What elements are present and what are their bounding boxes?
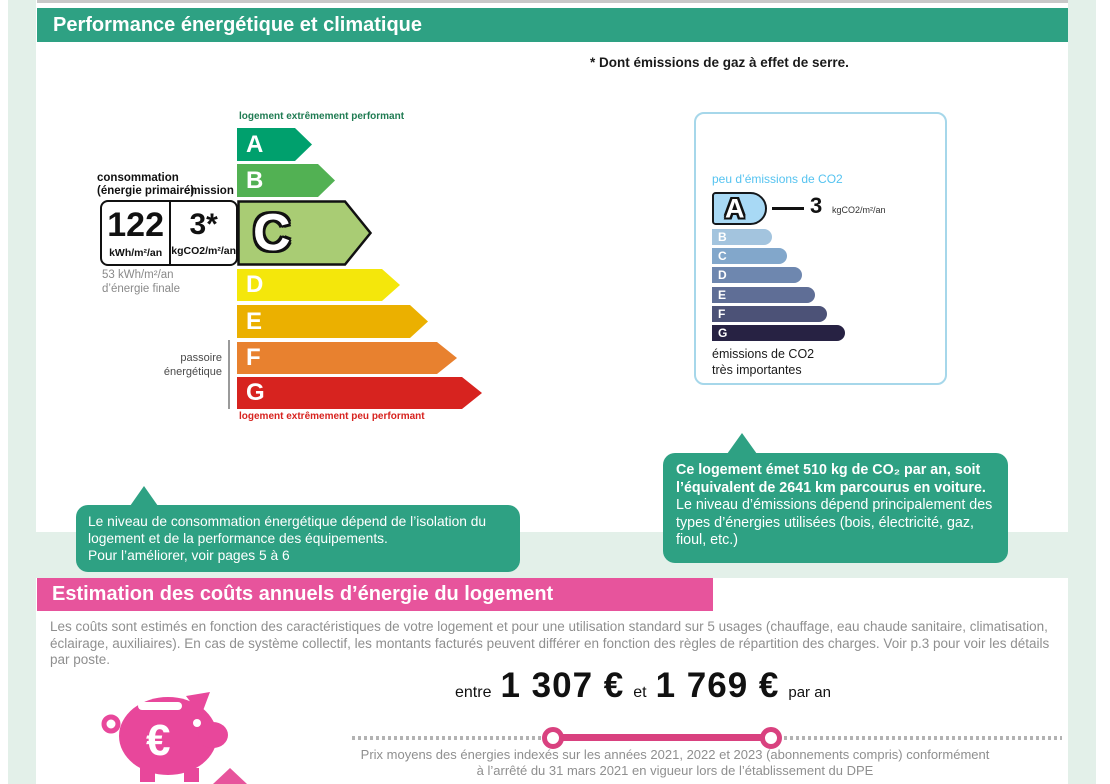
co2-callout-normal-text: Le niveau d’émissions dépend principalem… bbox=[676, 497, 993, 548]
co2-pointer-line bbox=[772, 207, 804, 210]
consumption-label-line2: (énergie primaire) bbox=[97, 185, 195, 197]
energy-class-D: D bbox=[237, 269, 400, 301]
co2-class-C: C bbox=[712, 248, 787, 264]
costs-description: Les coûts sont estimés en fonction des c… bbox=[50, 619, 1050, 667]
cost-slider-handle-max bbox=[760, 727, 782, 749]
co2-value: 3 bbox=[810, 193, 823, 218]
section-title-energy-performance: Performance énergétique et climatique bbox=[37, 8, 1068, 42]
price-reference-line1: Prix moyens des énergies indexés sur les… bbox=[360, 747, 990, 762]
energy-class-letter-E: E bbox=[246, 307, 263, 335]
emission-value: 3* bbox=[189, 207, 218, 241]
price-reference-caption: Prix moyens des énergies indexés sur les… bbox=[340, 747, 1010, 779]
co2-high-label-line1: émissions de CO2 bbox=[712, 347, 815, 361]
energy-class-E: E bbox=[237, 305, 428, 338]
co2-class-F: F bbox=[712, 306, 827, 322]
energy-callout-action: Pour l’améliorer, voir pages 5 à 6 bbox=[88, 548, 290, 563]
energy-callout: Le niveau de consommation énergétique dé… bbox=[76, 505, 520, 572]
cost-slider-range bbox=[553, 734, 772, 741]
energy-class-B: B bbox=[237, 164, 335, 197]
svg-text:€: € bbox=[146, 716, 170, 765]
energy-value-box: 122 kWh/m²/an 3* kgCO2/m²/an bbox=[100, 200, 238, 266]
energy-class-letter-G: G bbox=[246, 379, 265, 406]
passoire-bracket-line bbox=[228, 340, 230, 409]
cost-min-value: 1 307 € bbox=[500, 666, 625, 705]
co2-class-A: A bbox=[712, 192, 767, 225]
co2-class-letter-E: E bbox=[718, 288, 727, 302]
emission-unit: kgCO2/m²/an bbox=[171, 244, 236, 257]
energy-class-letter-C: C bbox=[253, 204, 291, 262]
co2-class-letter-C: C bbox=[718, 249, 727, 263]
energy-class-G: G bbox=[237, 377, 482, 409]
co2-unit: kgCO2/m²/an bbox=[832, 205, 886, 215]
energy-class-A: A bbox=[237, 128, 312, 161]
cost-per-label: par an bbox=[788, 684, 831, 701]
passoire-label-line2: énergétique bbox=[163, 366, 222, 378]
consumption-unit: kWh/m²/an bbox=[109, 246, 163, 259]
energy-class-letter-D: D bbox=[246, 271, 264, 298]
co2-high-label: émissions de CO2 très importantes bbox=[712, 347, 814, 378]
energy-class-letter-F: F bbox=[246, 344, 261, 371]
emission-label: émission bbox=[184, 185, 234, 197]
co2-callout-bold-text: Ce logement émet 510 kg de CO₂ par an, s… bbox=[676, 462, 986, 496]
energy-scale-bottom-label: logement extrêmement peu performant bbox=[239, 411, 425, 422]
right-margin-strip bbox=[1068, 0, 1096, 784]
co2-high-label-line2: très importantes bbox=[712, 362, 802, 377]
final-energy-line2: d’énergie finale bbox=[102, 283, 181, 295]
emission-value-cell: 3* kgCO2/m²/an bbox=[171, 202, 236, 264]
energy-scale-top-label: logement extrêmement performant bbox=[239, 111, 405, 122]
co2-class-E: E bbox=[712, 287, 815, 303]
cost-range-line: entre 1 307 € et 1 769 € par an bbox=[455, 666, 831, 706]
consumption-value: 122 bbox=[107, 205, 164, 244]
final-energy-note: 53 kWh/m²/an d’énergie finale bbox=[102, 268, 180, 296]
energy-class-C: C bbox=[237, 200, 372, 266]
energy-class-letter-B: B bbox=[246, 166, 264, 194]
co2-class-letter-F: F bbox=[718, 307, 726, 321]
energy-class-letter-A: A bbox=[246, 130, 264, 158]
cost-entre-label: entre bbox=[455, 684, 492, 701]
consumption-label: consommation (énergie primaire) bbox=[97, 172, 247, 198]
co2-class-letter-D: D bbox=[718, 268, 727, 282]
price-reference-line2: à l’arrêté du 31 mars 2021 en vigueur lo… bbox=[476, 763, 874, 778]
consumption-value-cell: 122 kWh/m²/an bbox=[102, 202, 172, 264]
co2-class-G: G bbox=[712, 325, 845, 341]
section-title-annual-costs: Estimation des coûts annuels d’énergie d… bbox=[37, 578, 713, 611]
co2-class-B: B bbox=[712, 229, 772, 245]
next-callout-pointer bbox=[213, 768, 247, 784]
consumption-label-line1: consommation bbox=[97, 172, 179, 184]
cost-max-value: 1 769 € bbox=[655, 666, 780, 705]
callout-left-pointer bbox=[130, 486, 158, 506]
co2-class-letter-G: G bbox=[718, 326, 728, 340]
co2-low-label: peu d’émissions de CO2 bbox=[712, 172, 843, 186]
passoire-label-line1: passoire bbox=[180, 352, 222, 364]
co2-class-D: D bbox=[712, 267, 802, 283]
cost-et-label: et bbox=[633, 684, 647, 701]
energy-class-F: F bbox=[237, 342, 457, 374]
callout-right-pointer bbox=[727, 433, 757, 454]
co2-callout: Ce logement émet 510 kg de CO₂ par an, s… bbox=[663, 453, 1008, 563]
final-energy-line1: 53 kWh/m²/an bbox=[102, 269, 174, 281]
co2-class-letter-B: B bbox=[718, 230, 727, 244]
ghg-footnote: * Dont émissions de gaz à effet de serre… bbox=[590, 55, 849, 70]
piggy-bank-icon: € bbox=[101, 692, 228, 782]
left-margin-strip bbox=[8, 0, 36, 784]
co2-class-letter-A: A bbox=[725, 193, 745, 223]
passoire-label: passoire énergétique bbox=[138, 351, 222, 379]
energy-callout-text: Le niveau de consommation énergétique dé… bbox=[88, 514, 487, 546]
cost-slider-handle-min bbox=[542, 727, 564, 749]
top-divider bbox=[37, 0, 1068, 3]
